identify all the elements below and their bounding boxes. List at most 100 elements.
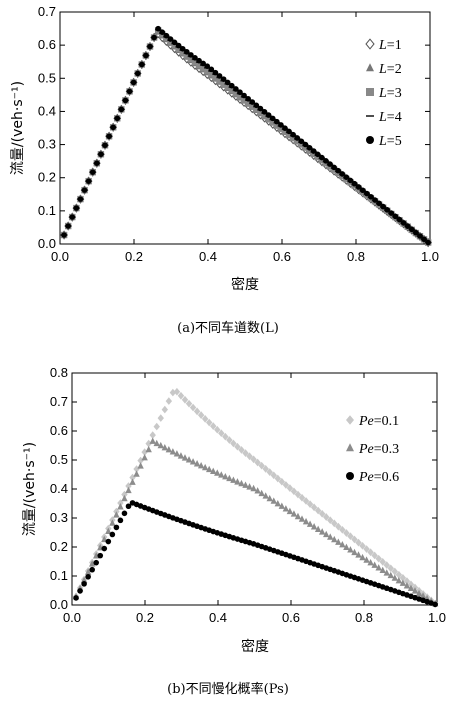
data-point: [121, 510, 128, 517]
data-point: [151, 34, 157, 41]
data-point: [265, 115, 272, 122]
data-point: [359, 542, 366, 550]
data-point: [205, 465, 213, 473]
data-point: [314, 506, 322, 515]
series-L=1: [60, 29, 433, 248]
data-point: [220, 76, 227, 82]
legend-marker: [346, 415, 354, 425]
data-point: [204, 67, 211, 75]
legend-marker: [346, 443, 354, 452]
legend-marker: [346, 472, 354, 480]
data-point: [117, 517, 124, 524]
panel-b-y-axis-label: 流量/(veh·s⁻¹): [22, 442, 38, 536]
data-point: [244, 99, 252, 107]
data-point: [372, 197, 378, 203]
data-point: [147, 43, 153, 50]
data-point: [222, 472, 229, 480]
legend-label: Pe=0.1: [358, 414, 399, 429]
data-point: [400, 220, 407, 226]
data-point: [278, 477, 286, 486]
data-point: [218, 471, 225, 478]
data-point: [173, 450, 181, 457]
panel-a-chart: 0.0 0.2 0.4 0.6 0.8 1.0 0.0 0.1 0.2 0.3 0.4 0.5 0.6…: [10, 4, 439, 336]
data-point: [261, 109, 268, 115]
data-point: [141, 448, 148, 456]
data-point: [169, 388, 177, 397]
data-point: [122, 97, 129, 104]
panel-b-legend: Pe=0.1 Pe=0.3 Pe=0.6: [346, 414, 399, 485]
data-point: [133, 465, 140, 473]
data-point: [183, 52, 191, 59]
data-point: [113, 524, 120, 531]
y-tick-label: 0.3: [50, 510, 68, 525]
data-point: [191, 58, 199, 66]
series-L=5: [61, 25, 431, 246]
data-point: [241, 92, 247, 99]
y-tick-label: 0.4: [38, 103, 56, 118]
panel-a-caption: (a)不同车道数(L): [177, 320, 279, 336]
y-tick-label: 0.4: [50, 481, 68, 496]
panel-b-caption: (b)不同慢化概率(Ps): [167, 681, 289, 697]
series-Pe=0.6: [73, 500, 438, 608]
panel-b-x-ticks: 0.0 0.2 0.4 0.6 0.8 1.0: [63, 373, 446, 625]
data-point: [216, 77, 223, 84]
data-point: [165, 397, 173, 405]
legend-marker: [366, 88, 374, 96]
data-point: [133, 470, 140, 477]
data-point: [306, 144, 313, 151]
data-point: [212, 69, 219, 76]
data-point: [351, 180, 358, 187]
data-point: [137, 462, 144, 469]
data-point: [399, 574, 407, 582]
data-point: [355, 538, 362, 547]
data-point: [193, 407, 201, 416]
data-point: [266, 494, 273, 502]
panel-a-legend: L=1 L=2 L=3 L=4 L=5: [365, 38, 402, 149]
data-point: [306, 520, 314, 527]
y-tick-label: 0.6: [50, 423, 68, 438]
data-point: [347, 532, 354, 541]
data-point: [286, 507, 294, 515]
data-point: [388, 210, 395, 216]
data-point: [335, 522, 342, 531]
series-Pe=0.1: [72, 387, 439, 608]
data-point: [294, 490, 302, 499]
data-point: [286, 128, 292, 135]
legend-item: L=1: [365, 38, 402, 53]
data-point: [290, 487, 298, 496]
data-point: [109, 519, 116, 526]
data-point: [157, 441, 164, 449]
data-point: [282, 125, 288, 131]
data-point: [208, 71, 215, 78]
data-point: [246, 483, 253, 490]
y-tick-label: 0.3: [38, 137, 56, 152]
data-point: [318, 528, 326, 535]
data-point: [242, 481, 249, 488]
data-point: [335, 167, 341, 174]
data-point: [310, 523, 318, 530]
data-point: [224, 79, 231, 86]
data-point: [298, 493, 306, 502]
legend-item: Pe=0.3: [346, 442, 399, 457]
y-tick-label: 0.6: [38, 37, 56, 52]
data-point: [285, 131, 293, 138]
data-point: [69, 214, 76, 220]
legend-marker: [365, 38, 375, 50]
data-point: [403, 577, 411, 585]
data-point: [269, 118, 276, 126]
data-point: [323, 530, 330, 538]
data-point: [257, 105, 264, 112]
data-point: [294, 135, 301, 141]
data-point: [302, 141, 309, 148]
data-point: [327, 516, 334, 525]
data-point: [179, 45, 186, 52]
data-point: [289, 134, 297, 141]
data-point: [258, 489, 265, 497]
data-point: [359, 553, 366, 561]
legend-marker: [366, 136, 374, 144]
data-point: [395, 576, 403, 584]
data-point: [425, 239, 431, 246]
data-point: [238, 446, 245, 454]
legend-label: L=4: [378, 110, 402, 125]
data-point: [421, 236, 427, 243]
